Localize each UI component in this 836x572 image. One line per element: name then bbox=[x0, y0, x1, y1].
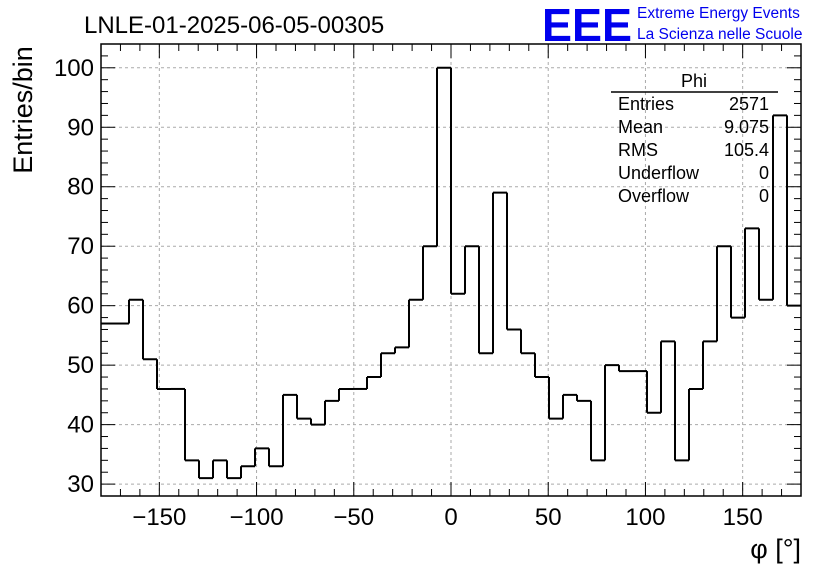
x-tick-label: 150 bbox=[723, 504, 763, 531]
histogram-bar bbox=[282, 393, 297, 467]
histogram-bar bbox=[296, 394, 311, 420]
histogram-bar bbox=[422, 245, 437, 300]
x-tick-label: −50 bbox=[333, 504, 374, 531]
histogram-bar bbox=[674, 341, 689, 462]
histogram-bar bbox=[758, 228, 773, 301]
histogram-bar bbox=[324, 399, 339, 425]
histogram-bar bbox=[478, 246, 493, 355]
histogram-bar bbox=[310, 418, 325, 426]
stats-value: 9.075 bbox=[724, 117, 769, 137]
axis-ticks bbox=[101, 43, 801, 497]
stats-rows: Entries 2571 Mean 9.075 RMS 105.4 Underflow 0 Ov… bbox=[618, 94, 769, 206]
histogram-bar bbox=[198, 460, 213, 480]
stats-value: 0 bbox=[759, 186, 769, 206]
stats-label: Overflow bbox=[618, 186, 690, 206]
chart-title: LNLE-01-2025-06-05-00305 bbox=[84, 12, 384, 39]
tick-labels: −150 −100 −50 0 50 100 150 30 40 50 60 70 80 90 100 bbox=[54, 55, 763, 531]
histogram-bar bbox=[268, 448, 283, 468]
stats-value: 2571 bbox=[729, 94, 769, 114]
histogram-bar bbox=[562, 393, 577, 419]
histogram-bars bbox=[101, 66, 801, 480]
logo-line-2: La Scienza nelle Scuole bbox=[637, 26, 802, 43]
histogram-bar bbox=[184, 388, 199, 462]
histogram-bar bbox=[128, 298, 143, 324]
histogram-bar bbox=[576, 394, 591, 402]
y-axis-label: Entries/bin bbox=[8, 46, 38, 174]
y-tick-label: 60 bbox=[67, 293, 94, 320]
histogram-bar bbox=[450, 67, 465, 295]
stats-label: Entries bbox=[618, 94, 674, 114]
histogram-bar bbox=[646, 371, 661, 414]
histogram-bar bbox=[744, 227, 759, 318]
histogram-bar bbox=[408, 298, 423, 348]
stats-value: 105.4 bbox=[724, 140, 769, 160]
histogram-bar bbox=[464, 245, 479, 294]
y-tick-label: 90 bbox=[67, 114, 94, 141]
logo-line-1: Extreme Energy Events bbox=[637, 5, 800, 22]
stats-value: 0 bbox=[759, 163, 769, 183]
eee-logo: EEE Extreme Energy Events La Scienza nel… bbox=[542, 0, 802, 51]
histogram-bar bbox=[534, 353, 549, 379]
stats-label: Mean bbox=[618, 117, 663, 137]
histogram-bar bbox=[380, 352, 395, 378]
histogram-bar bbox=[772, 114, 787, 300]
y-tick-label: 100 bbox=[54, 55, 94, 82]
histogram-bar bbox=[492, 191, 507, 354]
y-tick-label: 30 bbox=[67, 471, 94, 498]
histogram-bar bbox=[590, 400, 605, 462]
y-tick-label: 80 bbox=[67, 174, 94, 201]
histogram-bar bbox=[366, 376, 381, 389]
stats-box: Phi Entries 2571 Mean 9.075 RMS 105.4 Underflo… bbox=[611, 71, 778, 206]
histogram-bar bbox=[520, 329, 535, 355]
x-axis-label: φ [°] bbox=[750, 534, 801, 564]
histogram-bar bbox=[436, 66, 451, 247]
histogram-bar bbox=[338, 387, 353, 401]
y-tick-label: 40 bbox=[67, 412, 94, 439]
histogram-bar bbox=[212, 459, 227, 479]
histogram-bar bbox=[142, 299, 157, 361]
stats-title: Phi bbox=[681, 71, 707, 91]
histogram-bar bbox=[604, 364, 619, 461]
histogram-bar bbox=[730, 246, 745, 319]
histogram-bar bbox=[716, 245, 731, 342]
logo-mark: EEE bbox=[542, 0, 632, 51]
histogram-bar bbox=[226, 460, 241, 480]
histogram-bar bbox=[688, 387, 703, 461]
histogram-bar bbox=[702, 340, 717, 389]
x-tick-label: 50 bbox=[535, 504, 562, 531]
x-tick-label: −100 bbox=[230, 504, 284, 531]
stats-label: RMS bbox=[618, 140, 658, 160]
x-tick-label: −150 bbox=[132, 504, 186, 531]
histogram-bar bbox=[660, 340, 675, 413]
histogram-bar bbox=[240, 465, 255, 479]
x-tick-label: 100 bbox=[625, 504, 665, 531]
y-tick-label: 50 bbox=[67, 352, 94, 379]
histogram-bar bbox=[156, 359, 171, 390]
x-tick-label: 0 bbox=[444, 504, 457, 531]
stats-label: Underflow bbox=[618, 163, 700, 183]
histogram-bar bbox=[548, 377, 563, 420]
histogram-bar bbox=[254, 447, 269, 467]
histogram-bar bbox=[506, 192, 521, 331]
histogram-bar bbox=[618, 365, 633, 373]
histogram-bar bbox=[394, 346, 409, 354]
y-tick-label: 70 bbox=[67, 233, 94, 260]
